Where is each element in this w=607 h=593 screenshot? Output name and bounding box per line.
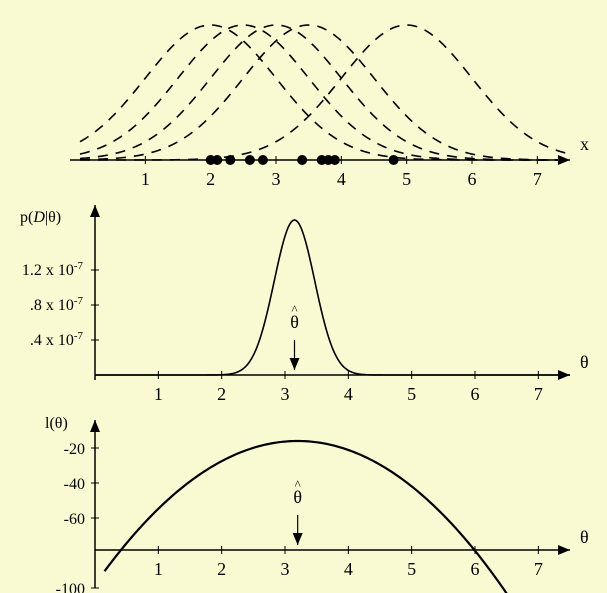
theta-tick: 1 [154,384,163,404]
gaussian-curve [80,25,570,160]
y-tick: -40 [64,476,85,493]
gaussian-curve [80,25,570,160]
x-tick: 6 [468,169,477,189]
x-tick: 2 [206,169,215,189]
theta-tick: 6 [471,384,480,404]
figure-svg: 1 2 3 4 5 6 7 x 1 2 3 4 5 6 7 θ p(D|θ) .4 x 10-7 .8 x 10-7… [0,0,607,593]
theta-tick: 3 [281,384,290,404]
theta-hat-label: θ [293,487,302,507]
theta-tick: 1 [154,559,163,579]
x-tick: 5 [402,169,411,189]
theta-tick: 5 [407,559,416,579]
theta-tick: 6 [471,559,480,579]
theta-tick: 2 [217,384,226,404]
theta-tick: 4 [344,559,353,579]
x-axis-label: x [580,134,589,154]
theta-axis-label: θ [580,352,589,372]
theta-tick: 5 [407,384,416,404]
gaussian-curve [80,25,570,160]
figure-canvas: 1 2 3 4 5 6 7 x 1 2 3 4 5 6 7 θ p(D|θ) .4 x 10-7 .8 x 10-7… [0,0,607,593]
y-tick: -60 [64,511,85,528]
x-tick: 4 [337,169,346,189]
data-point [297,155,307,165]
data-point [258,155,268,165]
gaussian-curve [80,25,570,160]
theta-tick: 2 [217,559,226,579]
likelihood-curve [95,220,570,375]
data-point [389,155,399,165]
x-tick: 1 [141,169,150,189]
gaussian-curve [80,25,570,160]
theta-tick: 3 [281,559,290,579]
data-point [330,155,340,165]
y-tick: .8 x 10-7 [30,295,84,314]
x-tick: 3 [272,169,281,189]
y-tick: -20 [64,441,85,458]
theta-tick: 7 [534,559,543,579]
y-tick: .4 x 10-7 [30,330,84,349]
theta-tick: 7 [534,384,543,404]
log-likelihood-axis-label: l(θ) [45,415,68,432]
theta-hat-label: θ [290,312,299,332]
y-tick: -100 [56,581,85,593]
data-point [245,155,255,165]
data-point [212,155,222,165]
theta-axis-label: θ [580,527,589,547]
y-tick: 1.2 x 10-7 [22,260,84,279]
theta-tick: 4 [344,384,353,404]
x-tick: 7 [533,169,542,189]
data-point [225,155,235,165]
likelihood-axis-label: p(D|θ) [20,209,61,226]
